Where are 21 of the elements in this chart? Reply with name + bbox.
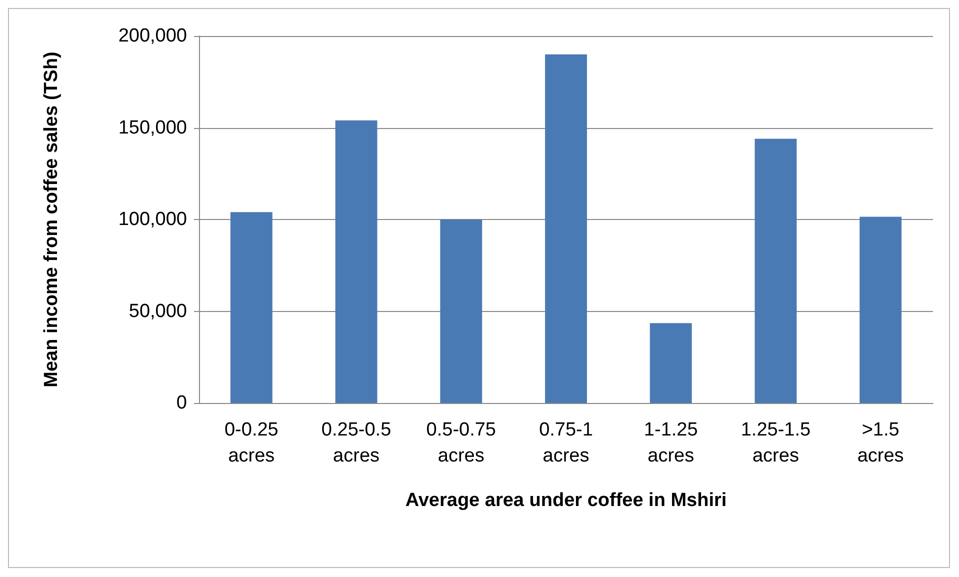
y-tick-label: 150,000 [118, 117, 187, 138]
x-tick-label: 0-0.25 acres [224, 420, 278, 466]
bar [650, 323, 692, 403]
x-tick-label: 1.25-1.5 acres [740, 420, 811, 466]
bar [754, 138, 797, 403]
x-tick-label: 1-1.25 acres [644, 420, 698, 466]
x-axis-title: Average area under coffee in Mshiri [405, 490, 727, 511]
bar [860, 216, 902, 403]
x-tick-label: 0.5-0.75 acres [426, 420, 496, 466]
bar [230, 212, 272, 403]
y-axis-title: Mean income from coffee sales (TSh) [41, 52, 62, 388]
y-tick-label: 50,000 [128, 300, 187, 322]
bar [545, 54, 587, 403]
y-tick-label: 0 [176, 392, 187, 414]
x-tick-label: 0.75-1 acres [539, 420, 593, 466]
y-tick-label: 100,000 [118, 209, 187, 230]
x-tick-label: >1.5 acres [857, 420, 904, 466]
x-tick-label: 0.25-0.5 acres [321, 420, 392, 466]
bar [440, 220, 482, 403]
y-tick-label: 200,000 [118, 26, 187, 46]
bar [335, 120, 378, 403]
